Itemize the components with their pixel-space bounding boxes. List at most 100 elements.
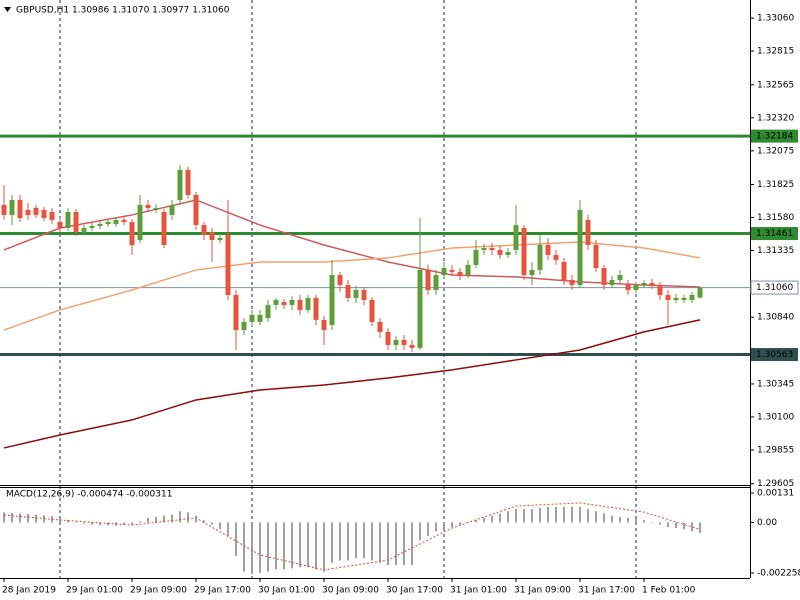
candle-body [169,204,175,215]
candle-body [1,204,7,215]
x-tick-label: 1 Feb 01:00 [642,586,696,596]
macd-bar [667,522,669,527]
macd-bar [323,522,325,572]
indicator-header: MACD(12,26,9) -0.000474 -0.000311 [6,490,172,500]
candle-body [121,219,127,222]
y-tick-label: 1.30840 [757,313,794,323]
y-tick-label: 1.29855 [757,445,794,455]
candle-body [625,285,631,291]
macd-bar [283,522,285,570]
candle-body [249,314,255,322]
candle-body [305,297,311,310]
candle-body [257,314,263,322]
macd-bar [67,520,69,523]
y-tick-label: 1.32320 [757,113,794,123]
candle-body [265,304,271,319]
candle-body [49,211,55,220]
menu-icon[interactable] [4,7,11,12]
candle-body [681,297,687,300]
candle-body [433,275,439,291]
candle-body [321,319,327,331]
candle-body [193,194,199,226]
macd-bar [123,522,125,526]
y-tick-label: 1.32815 [757,47,794,57]
macd-bar [523,508,525,523]
candle-body [585,219,591,245]
candle-body [33,207,39,215]
macd-bar [571,506,573,523]
axis-layer: 1.33060 1.32815 1.32565 1.32320 1.32075 1.318… [2,14,800,596]
macd-bar [155,516,157,523]
candle-body [617,275,623,281]
level-label-box [751,348,798,362]
candle-body [217,237,223,241]
candle-body [137,204,143,241]
candle-body [201,225,207,236]
x-tick-label: 29 Jan 17:00 [194,586,251,596]
candle-body [497,249,503,255]
macd-bar [659,522,661,525]
candle-body [577,209,583,286]
macd-bar [163,515,165,523]
y-tick-label: -0.002258 [757,569,800,579]
candle-body [105,221,111,224]
candle-body [569,280,575,286]
candle-body [409,344,415,348]
candle-body [449,269,455,272]
candle-body [425,269,431,291]
macd-bar [139,521,141,523]
candle-body [417,269,423,348]
macd-bar [315,522,317,570]
candle-body [345,285,351,298]
macd-bar [195,515,197,523]
macd-bar [491,515,493,523]
candle-body [369,299,375,322]
macd-bar [331,522,333,563]
candle-body [489,247,495,250]
macd-bar [171,514,173,523]
macd-bar [243,522,245,572]
macd-bar [395,522,397,565]
macd-bar [107,522,109,526]
macd-bar [299,522,301,568]
candle-body [233,294,239,331]
macd-bar [547,506,549,523]
x-tick-label: 29 Jan 09:00 [130,586,187,596]
x-tick-label: 28 Jan 2019 [2,586,56,596]
macd-bar [403,522,405,565]
macd-bar [203,520,205,523]
macd-bar [83,522,85,524]
candle-body [25,209,31,215]
indicator-line [3,199,701,288]
candle-body [185,169,191,195]
y-tick-label: 0.00131 [757,489,794,499]
candle-body [385,331,391,345]
macd-bar [499,513,501,523]
candle-body [609,280,615,286]
candle-body [73,211,79,232]
macd-bar [267,522,269,572]
candle-body [529,269,535,276]
y-tick-label: 1.30345 [757,379,794,389]
candle-body [89,225,95,229]
candle-body [41,209,47,219]
indicator-line [3,241,701,331]
macd-bar [379,522,381,563]
candle-body [297,299,303,310]
indicator-line [3,319,701,449]
candle-body [593,244,599,269]
level-label: 1.30563 [756,350,793,360]
candle-body [225,235,231,295]
macd-bar [563,506,565,523]
candle-body [97,223,103,226]
macd-bar [515,508,517,523]
macd-bar [363,522,365,559]
candle-body [177,169,183,200]
level-label: 1.32184 [756,132,793,142]
y-tick-label: 1.33060 [757,14,794,24]
candle-body [481,247,487,250]
candle-body [353,290,359,298]
candle-body [145,204,151,208]
